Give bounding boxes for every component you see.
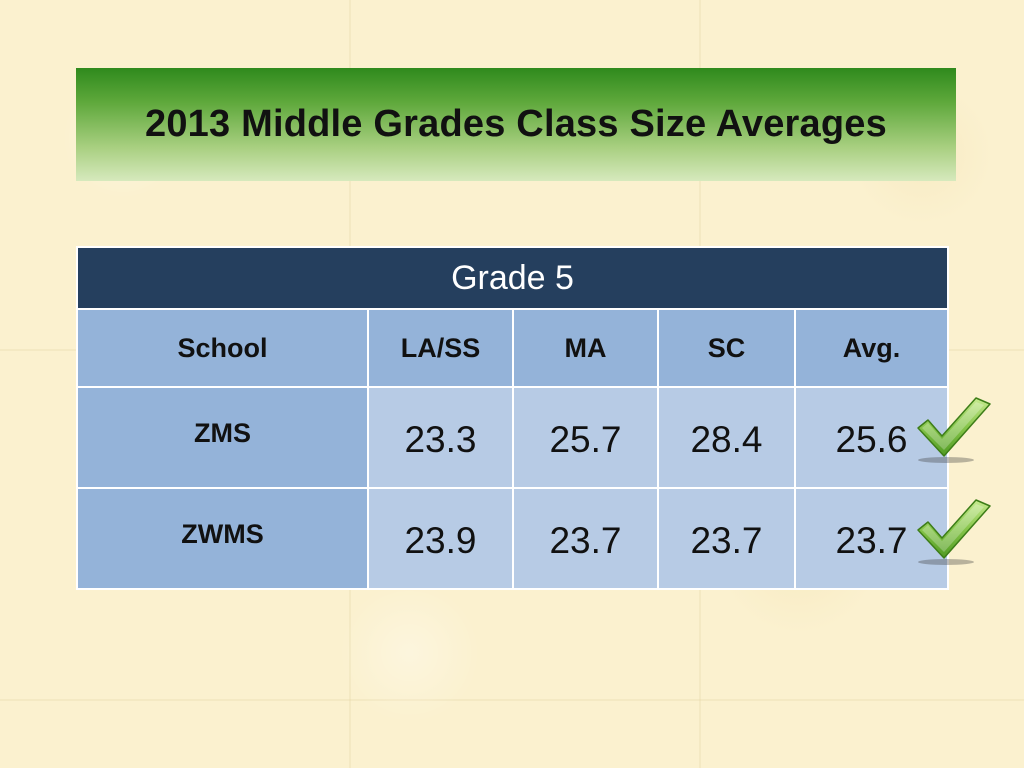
table-header-row: School LA/SS MA SC Avg. (76, 308, 950, 388)
column-header-school: School (76, 308, 369, 388)
sc-cell: 23.7 (657, 487, 796, 590)
table-row: ZWMS 23.9 23.7 23.7 23.7 (76, 487, 950, 590)
la-ss-value: 23.3 (404, 418, 477, 460)
title-banner: 2013 Middle Grades Class Size Averages (76, 68, 956, 181)
la-ss-cell: 23.9 (367, 487, 514, 590)
la-ss-value: 23.9 (404, 519, 477, 561)
column-header-sc: SC (657, 308, 796, 388)
ma-cell: 23.7 (512, 487, 659, 590)
ma-cell: 25.7 (512, 386, 659, 489)
school-name-cell: ZWMS (76, 487, 369, 590)
school-name: ZWMS (181, 519, 264, 549)
column-header-ma: MA (512, 308, 659, 388)
table-caption: Grade 5 (75, 246, 950, 310)
page-title: 2013 Middle Grades Class Size Averages (145, 103, 887, 145)
sc-value: 23.7 (690, 519, 763, 561)
school-name: ZMS (194, 418, 251, 448)
column-header-avg: Avg. (793, 308, 950, 388)
column-header-la-ss: LA/SS (367, 308, 514, 388)
sc-cell: 28.4 (657, 386, 796, 489)
table-caption-row: Grade 5 (75, 246, 950, 310)
class-size-table: Grade 5 School LA/SS MA SC Avg. ZMS 23.3… (75, 246, 950, 590)
avg-value: 25.6 (835, 418, 908, 460)
avg-cell: 25.6 (793, 386, 950, 489)
sc-value: 28.4 (690, 418, 763, 460)
ma-value: 25.7 (549, 418, 622, 460)
checkmark-icon (917, 397, 991, 463)
ma-value: 23.7 (549, 519, 622, 561)
school-name-cell: ZMS (76, 386, 369, 489)
la-ss-cell: 23.3 (367, 386, 514, 489)
avg-value: 23.7 (835, 519, 908, 561)
checkmark-icon (917, 499, 991, 565)
table-row: ZMS 23.3 25.7 28.4 25.6 (76, 386, 950, 489)
